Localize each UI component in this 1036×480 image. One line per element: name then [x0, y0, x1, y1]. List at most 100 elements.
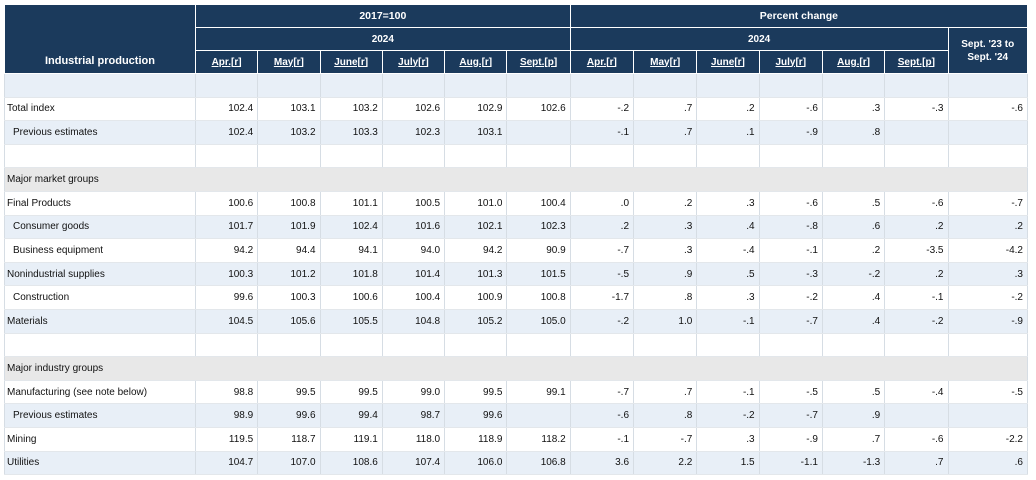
percent-change-cell: 1.5	[696, 451, 760, 476]
index-value-cell: 99.4	[319, 403, 383, 428]
index-value-cell: 102.4	[194, 97, 259, 122]
yoy-change-cell: -.2	[947, 285, 1028, 310]
index-title-header: 2017=100	[194, 4, 571, 28]
section-label: Major industry groups	[4, 356, 1028, 381]
index-value-cell: 100.9	[444, 285, 508, 310]
index-value-cell: 108.6	[319, 451, 383, 476]
percent-change-cell: .3	[821, 97, 886, 122]
index-value-cell: 105.2	[444, 309, 508, 334]
percent-change-cell: .4	[696, 215, 760, 240]
spacer-cell	[381, 333, 446, 358]
spacer-cell	[4, 73, 196, 98]
percent-change-cell: .2	[821, 238, 886, 263]
index-value-cell: 102.6	[506, 97, 571, 122]
percent-change-cell: .5	[821, 191, 886, 216]
percent-change-cell: -.3	[758, 262, 823, 287]
spacer-cell	[257, 73, 321, 98]
percent-change-cell: -.2	[821, 262, 886, 287]
yoy-change-cell: -.7	[947, 191, 1028, 216]
table-row: Consumer goods 101.7 101.9 102.4 101.6 102.1 1…	[4, 215, 1028, 240]
index-value-cell: 105.6	[257, 309, 321, 334]
percent-change-cell: -1.1	[758, 451, 823, 476]
percent-change-cell: -.8	[758, 215, 823, 240]
row-label: Construction	[4, 285, 196, 310]
index-month-header: May[r]	[257, 50, 321, 74]
spacer-row	[4, 73, 1028, 98]
percent-change-cell: 1.0	[633, 309, 698, 334]
stub-header: Industrial production	[4, 4, 196, 74]
spacer-row	[4, 144, 1028, 169]
index-year-header: 2024	[194, 27, 571, 51]
percent-change-cell: -.4	[884, 380, 949, 405]
spacer-cell	[381, 144, 446, 169]
spacer-cell	[821, 73, 886, 98]
spacer-cell	[569, 73, 635, 98]
table-row: Nonindustrial supplies 100.3 101.2 101.8 101…	[4, 262, 1028, 287]
section-row: Major market groups	[4, 167, 1028, 192]
index-value-cell: 101.2	[257, 262, 321, 287]
index-value-cell: 101.9	[257, 215, 321, 240]
industrial-production-table: Industrial production 2017=100 Percent c…	[4, 4, 1029, 476]
percent-change-cell: .3	[696, 191, 760, 216]
spacer-cell	[506, 144, 571, 169]
percent-change-cell: -.1	[696, 380, 760, 405]
percent-month-header: Sept.[p]	[884, 50, 949, 74]
index-value-cell: 100.3	[194, 262, 259, 287]
index-value-cell: 99.5	[257, 380, 321, 405]
percent-change-cell: .7	[884, 451, 949, 476]
percent-change-cell: -.1	[696, 309, 760, 334]
percent-change-cell: -.1	[884, 285, 949, 310]
percent-month-header: Apr.[r]	[569, 50, 635, 74]
percent-month-header: Aug.[r]	[821, 50, 886, 74]
index-value-cell: 98.8	[194, 380, 259, 405]
percent-change-cell: -.6	[758, 191, 823, 216]
index-value-cell: 102.6	[381, 97, 446, 122]
spacer-cell	[696, 333, 760, 358]
yoy-change-cell: -.6	[947, 97, 1028, 122]
index-value-cell: 100.5	[381, 191, 446, 216]
row-label: Business equipment	[4, 238, 196, 263]
index-value-cell: 118.9	[444, 427, 508, 452]
index-value-cell: 102.3	[381, 120, 446, 145]
index-value-cell: 101.4	[381, 262, 446, 287]
index-value-cell: 99.5	[444, 380, 508, 405]
percent-change-cell: .8	[633, 403, 698, 428]
index-value-cell: 118.2	[506, 427, 571, 452]
spacer-cell	[821, 333, 886, 358]
yoy-change-cell: -.5	[947, 380, 1028, 405]
percent-change-cell: -.9	[758, 427, 823, 452]
percent-change-cell: .9	[633, 262, 698, 287]
percent-change-cell: .8	[633, 285, 698, 310]
percent-change-cell: -.6	[758, 97, 823, 122]
index-value-cell: 105.0	[506, 309, 571, 334]
percent-change-cell: -1.7	[569, 285, 635, 310]
index-value-cell: 100.4	[506, 191, 571, 216]
spacer-cell	[696, 144, 760, 169]
index-value-cell: 94.4	[257, 238, 321, 263]
percent-change-cell: .2	[884, 262, 949, 287]
table-row: Construction 99.6 100.3 100.6 100.4 100.9 100.…	[4, 285, 1028, 310]
industrial-production-table-container: Industrial production 2017=100 Percent c…	[4, 4, 1029, 476]
index-value-cell: 102.3	[506, 215, 571, 240]
row-label: Utilities	[4, 451, 196, 476]
index-value-cell: 103.2	[319, 97, 383, 122]
percent-change-cell: -.9	[758, 120, 823, 145]
percent-change-cell: -.2	[884, 309, 949, 334]
index-value-cell: 100.6	[319, 285, 383, 310]
spacer-cell	[884, 144, 949, 169]
index-value-cell: 94.0	[381, 238, 446, 263]
percent-change-cell: .5	[696, 262, 760, 287]
yoy-change-cell: .2	[947, 215, 1028, 240]
percent-change-cell: .7	[633, 120, 698, 145]
percent-change-cell: -.7	[569, 238, 635, 263]
percent-change-cell: .1	[696, 120, 760, 145]
index-value-cell	[506, 403, 571, 428]
index-value-cell: 118.7	[257, 427, 321, 452]
index-value-cell: 100.6	[194, 191, 259, 216]
index-value-cell: 104.5	[194, 309, 259, 334]
percent-change-cell: .2	[569, 215, 635, 240]
spacer-cell	[758, 144, 823, 169]
index-month-header: July[r]	[381, 50, 446, 74]
index-value-cell: 103.1	[444, 120, 508, 145]
spacer-cell	[194, 73, 259, 98]
